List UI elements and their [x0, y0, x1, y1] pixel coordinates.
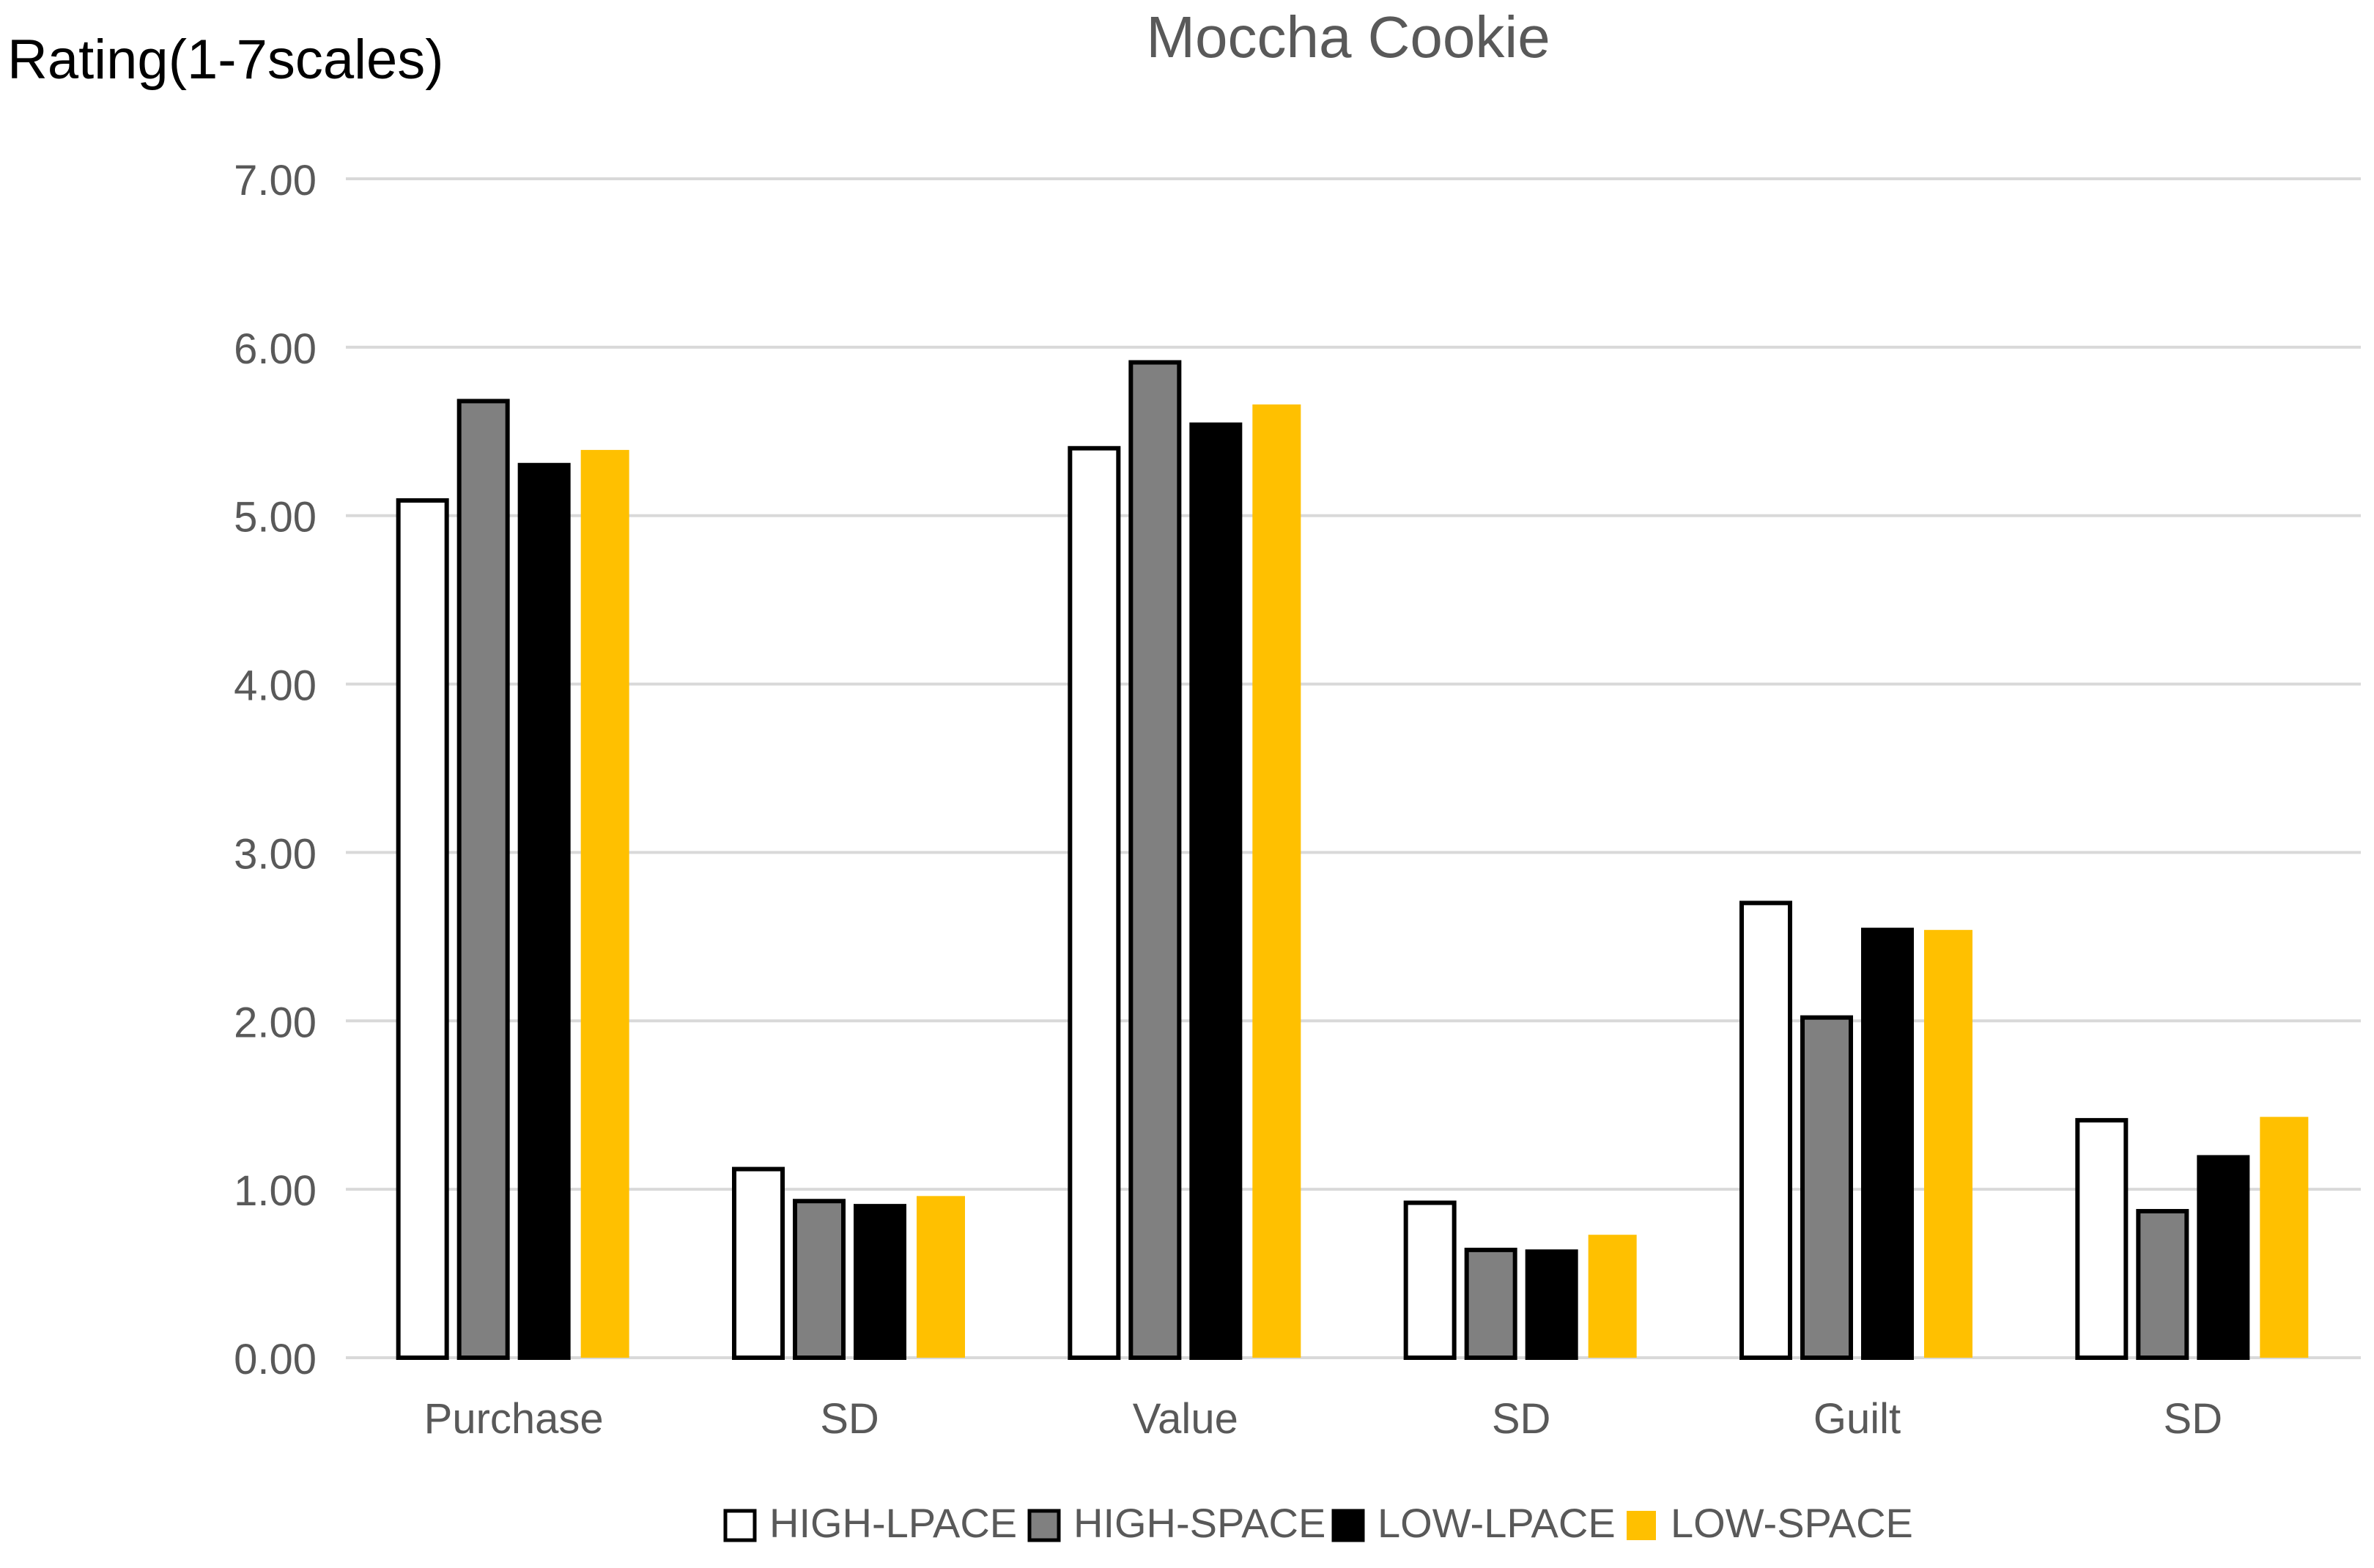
x-tick-label: SD — [820, 1395, 879, 1443]
y-tick-label: 2.00 — [234, 999, 317, 1046]
legend-label: HIGH-LPACE — [769, 1500, 1017, 1546]
y-tick-label: 5.00 — [234, 494, 317, 541]
bar-low-lpace — [1525, 1249, 1578, 1360]
bar-low-space — [1924, 930, 1972, 1358]
bar-high-lpace — [1739, 901, 1792, 1360]
x-tick-label: Purchase — [424, 1395, 604, 1443]
y-axis-label: Rating(1-7scales) — [7, 29, 444, 91]
bar-low-lpace — [1861, 928, 1914, 1360]
bar-low-space — [1252, 404, 1301, 1358]
legend-label: LOW-SPACE — [1671, 1500, 1913, 1546]
bar-high-space — [1464, 1247, 1517, 1361]
bar-low-lpace — [517, 462, 571, 1360]
y-tick-label: 6.00 — [234, 325, 317, 373]
y-axis-ticks: 0.00 1.00 2.00 3.00 4.00 5.00 6.00 7.00 — [234, 157, 317, 1383]
bar-low-lpace — [1189, 422, 1243, 1360]
legend-swatch — [723, 1509, 757, 1542]
bar-high-lpace — [2075, 1117, 2129, 1361]
legend-swatch — [1027, 1509, 1061, 1542]
bar-high-space — [2136, 1209, 2189, 1360]
gridlines — [346, 177, 2361, 1359]
x-tick-label: Value — [1133, 1395, 1238, 1443]
x-tick-label: SD — [1492, 1395, 1551, 1443]
y-tick-label: 7.00 — [234, 157, 317, 204]
chart-title: Moccha Cookie — [1146, 4, 1550, 70]
x-axis-ticks: Purchase SD Value SD Guilt SD — [424, 1395, 2222, 1443]
bar-high-space — [793, 1199, 846, 1361]
bar-low-space — [917, 1196, 965, 1358]
y-tick-label: 4.00 — [234, 662, 317, 710]
bar-high-lpace — [1403, 1200, 1457, 1360]
legend-label: LOW-LPACE — [1378, 1500, 1616, 1546]
bar-low-lpace — [2197, 1155, 2250, 1360]
y-tick-label: 1.00 — [234, 1167, 317, 1215]
bar-high-space — [1128, 360, 1182, 1360]
bar-high-lpace — [396, 498, 449, 1361]
legend-label: HIGH-SPACE — [1073, 1500, 1325, 1546]
bars — [396, 360, 2309, 1361]
y-tick-label: 0.00 — [234, 1336, 317, 1383]
bar-low-lpace — [854, 1204, 906, 1360]
bar-low-space — [2260, 1117, 2309, 1358]
x-tick-label: Guilt — [1813, 1395, 1901, 1443]
legend: HIGH-LPACE HIGH-SPACE LOW-LPACE LOW-SPACE — [723, 1500, 1913, 1546]
legend-swatch — [1627, 1511, 1656, 1540]
bar-high-space — [1800, 1015, 1853, 1361]
bar-low-space — [1588, 1235, 1637, 1358]
y-tick-label: 3.00 — [234, 830, 317, 878]
bar-high-lpace — [1068, 445, 1121, 1360]
x-tick-label: SD — [2164, 1395, 2223, 1443]
bar-high-space — [456, 399, 510, 1361]
bar-low-space — [580, 450, 629, 1358]
legend-swatch — [1331, 1509, 1365, 1542]
bar-high-lpace — [732, 1166, 785, 1361]
